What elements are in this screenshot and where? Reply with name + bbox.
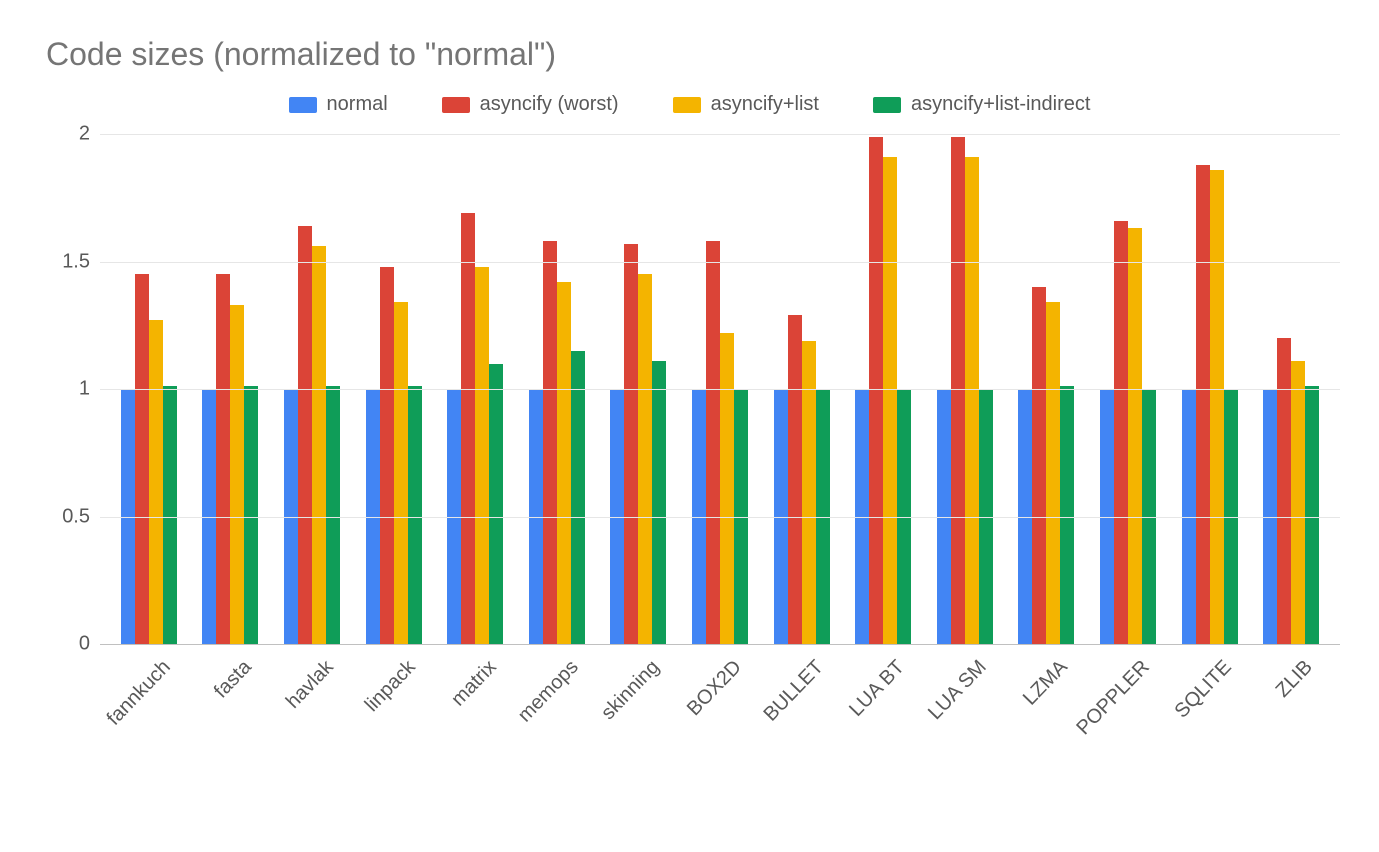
bar bbox=[1305, 386, 1319, 644]
x-tick-label: fasta bbox=[210, 656, 257, 703]
bar bbox=[326, 386, 340, 644]
bar-group bbox=[190, 274, 272, 644]
bar bbox=[163, 386, 177, 644]
legend: normal asyncify (worst) asyncify+list async… bbox=[40, 93, 1339, 116]
bar bbox=[883, 157, 897, 644]
legend-label: asyncify+list-indirect bbox=[911, 93, 1091, 116]
bar-group bbox=[353, 267, 435, 644]
legend-swatch bbox=[873, 97, 901, 113]
bar bbox=[475, 267, 489, 644]
bar bbox=[1196, 165, 1210, 644]
bar-group bbox=[761, 315, 843, 644]
bar bbox=[1046, 302, 1060, 644]
bar bbox=[624, 244, 638, 644]
legend-swatch bbox=[673, 97, 701, 113]
bar bbox=[869, 137, 883, 644]
legend-label: asyncify (worst) bbox=[480, 93, 619, 116]
legend-item: asyncify (worst) bbox=[442, 93, 619, 116]
legend-swatch bbox=[289, 97, 317, 113]
bar bbox=[638, 274, 652, 644]
bar bbox=[230, 305, 244, 644]
x-tick-label: linpack bbox=[360, 656, 420, 717]
y-tick-label: 0.5 bbox=[46, 505, 90, 528]
bar bbox=[1060, 386, 1074, 644]
bar bbox=[1114, 221, 1128, 644]
bar bbox=[571, 351, 585, 644]
bar bbox=[1291, 361, 1305, 644]
x-axis-labels: fannkuch fasta havlak linpack matrixmemopssk… bbox=[100, 644, 1340, 814]
y-tick-label: 1.5 bbox=[46, 250, 90, 273]
x-tick-label: BOX2D bbox=[683, 656, 747, 721]
gridline bbox=[100, 389, 1340, 390]
x-tick-label: memops bbox=[514, 656, 584, 727]
bar bbox=[652, 361, 666, 644]
bar bbox=[135, 274, 149, 644]
bar bbox=[543, 241, 557, 644]
bar-group bbox=[842, 137, 924, 644]
x-tick-label: BULLET bbox=[759, 656, 828, 726]
y-tick-label: 2 bbox=[46, 123, 90, 146]
bar bbox=[380, 267, 394, 644]
bar-group bbox=[516, 241, 598, 644]
x-tick-label: fannkuch bbox=[102, 656, 175, 730]
plot-area: 00.511.52 bbox=[100, 134, 1340, 644]
x-tick-label: SQLITE bbox=[1170, 656, 1236, 723]
bar bbox=[244, 386, 258, 644]
legend-label: normal bbox=[327, 93, 388, 116]
bar bbox=[965, 157, 979, 644]
bar bbox=[298, 226, 312, 644]
bar bbox=[489, 364, 503, 645]
bar bbox=[802, 341, 816, 644]
legend-item: normal bbox=[289, 93, 388, 116]
chart-container: Code sizes (normalized to "normal") norm… bbox=[0, 0, 1379, 852]
x-tick-label: LUA BT bbox=[845, 656, 909, 722]
bar-group bbox=[1169, 165, 1251, 644]
bar bbox=[557, 282, 571, 644]
bar-group bbox=[271, 226, 353, 644]
bar-group bbox=[1250, 338, 1332, 644]
bar bbox=[1210, 170, 1224, 644]
bar bbox=[1032, 287, 1046, 644]
bar bbox=[720, 333, 734, 644]
bar-group bbox=[679, 241, 761, 644]
bar bbox=[951, 137, 965, 644]
legend-swatch bbox=[442, 97, 470, 113]
legend-item: asyncify+list-indirect bbox=[873, 93, 1091, 116]
x-tick-label: skinning bbox=[597, 656, 665, 725]
gridline bbox=[100, 134, 1340, 135]
bar-group bbox=[434, 213, 516, 644]
bar bbox=[408, 386, 422, 644]
bar-group bbox=[924, 137, 1006, 644]
bar bbox=[1277, 338, 1291, 644]
chart-title: Code sizes (normalized to "normal") bbox=[46, 36, 1339, 73]
x-tick-label: matrix bbox=[447, 656, 501, 711]
bar-group bbox=[1006, 287, 1088, 644]
legend-label: asyncify+list bbox=[711, 93, 819, 116]
y-tick-label: 0 bbox=[46, 633, 90, 656]
x-tick-label: LZMA bbox=[1019, 656, 1073, 710]
bar bbox=[1128, 228, 1142, 644]
bar bbox=[312, 246, 326, 644]
gridline bbox=[100, 262, 1340, 263]
x-tick-label: LUA SM bbox=[924, 656, 992, 725]
bar-group bbox=[598, 244, 680, 644]
bar bbox=[706, 241, 720, 644]
bar bbox=[216, 274, 230, 644]
bar bbox=[788, 315, 802, 644]
bar-group bbox=[1087, 221, 1169, 644]
legend-item: asyncify+list bbox=[673, 93, 819, 116]
x-tick-label: ZLIB bbox=[1272, 656, 1318, 702]
gridline bbox=[100, 517, 1340, 518]
bar bbox=[394, 302, 408, 644]
bar bbox=[461, 213, 475, 644]
x-tick-label: havlak bbox=[282, 656, 339, 714]
bar bbox=[149, 320, 163, 644]
y-tick-label: 1 bbox=[46, 378, 90, 401]
bar-group bbox=[108, 274, 190, 644]
x-tick-label: POPPLER bbox=[1072, 656, 1154, 740]
